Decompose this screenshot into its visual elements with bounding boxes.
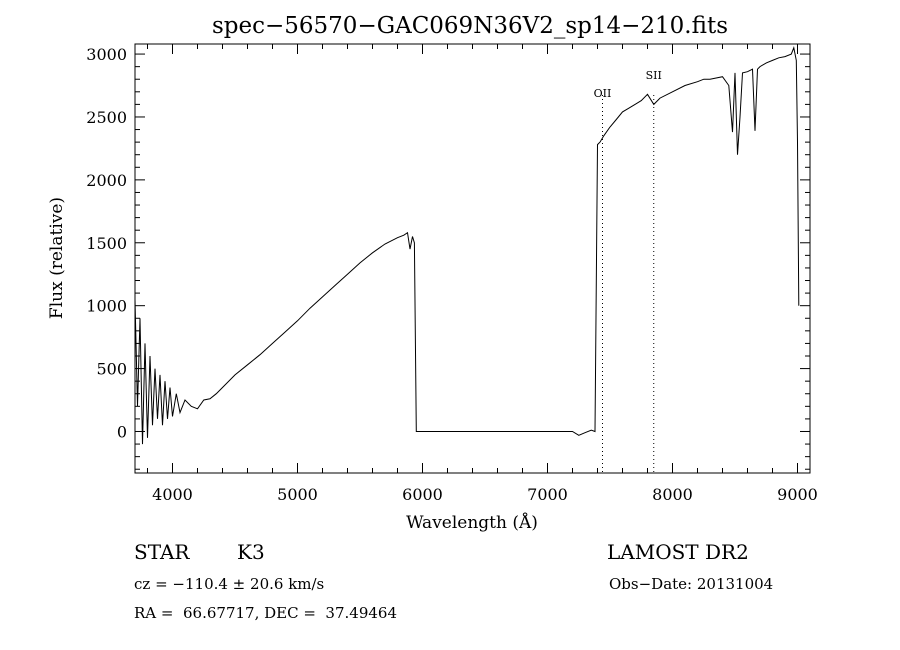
y-axis-label: Flux (relative): [47, 197, 67, 319]
survey-name: LAMOST DR2: [607, 540, 749, 564]
line-markers: OII SII: [594, 69, 662, 473]
plot-frame: [134, 43, 811, 474]
y-tick-label: 0: [117, 422, 127, 441]
coordinates: RA = 66.67717, DEC = 37.49464: [134, 604, 398, 622]
y-tick-label: 1500: [86, 234, 127, 253]
x-tick-labels: 4000 5000 6000 7000 8000 9000: [152, 485, 818, 504]
y-tick-label: 500: [96, 360, 127, 379]
object-class: STAR: [134, 540, 190, 564]
y-tick-label: 2500: [86, 108, 127, 127]
y-tick-label: 2000: [86, 171, 127, 190]
marker-label: OII: [594, 87, 612, 100]
chart-title: spec−56570−GAC069N36V2_sp14−210.fits: [212, 13, 728, 39]
x-tick-label: 9000: [777, 485, 818, 504]
redshift-readout: cz = −110.4 ± 20.6 km/s: [134, 575, 325, 593]
x-axis-label: Wavelength (Å): [406, 512, 538, 533]
object-subclass: K3: [237, 540, 265, 564]
marker-label: SII: [646, 69, 662, 82]
x-tick-label: 6000: [402, 485, 443, 504]
y-tick-label: 1000: [86, 297, 127, 316]
axis-ticks: [135, 44, 810, 473]
x-tick-label: 7000: [527, 485, 568, 504]
x-tick-label: 8000: [652, 485, 693, 504]
observation-date: Obs−Date: 20131004: [609, 575, 774, 593]
x-tick-label: 5000: [277, 485, 318, 504]
y-tick-label: 3000: [86, 45, 127, 64]
x-tick-label: 4000: [152, 485, 193, 504]
y-tick-labels: 0 500 1000 1500 2000 2500 3000: [86, 45, 127, 441]
spectrum-line: [134, 46, 800, 445]
